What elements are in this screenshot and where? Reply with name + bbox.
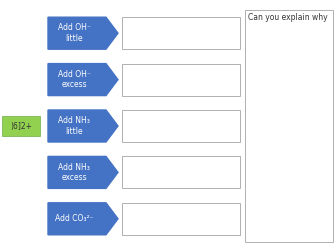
- Bar: [122, 156, 240, 188]
- Text: Can you explain why: Can you explain why: [248, 13, 328, 22]
- Polygon shape: [48, 17, 118, 49]
- Text: Add NH₃
little: Add NH₃ little: [58, 116, 90, 136]
- Bar: [122, 110, 240, 142]
- Polygon shape: [48, 110, 118, 142]
- Bar: [122, 203, 240, 235]
- Text: Add OH⁻
excess: Add OH⁻ excess: [58, 70, 90, 89]
- Bar: [2, 116, 40, 136]
- Bar: [245, 10, 333, 242]
- Text: Add CO₃²⁻: Add CO₃²⁻: [55, 214, 93, 223]
- Polygon shape: [48, 64, 118, 96]
- Bar: [122, 17, 240, 49]
- Text: Add OH⁻
little: Add OH⁻ little: [58, 23, 90, 43]
- Polygon shape: [48, 203, 118, 235]
- Text: Add NH₃
excess: Add NH₃ excess: [58, 163, 90, 182]
- Bar: [122, 64, 240, 96]
- Polygon shape: [48, 156, 118, 188]
- Text: )6]2+: )6]2+: [10, 121, 32, 131]
